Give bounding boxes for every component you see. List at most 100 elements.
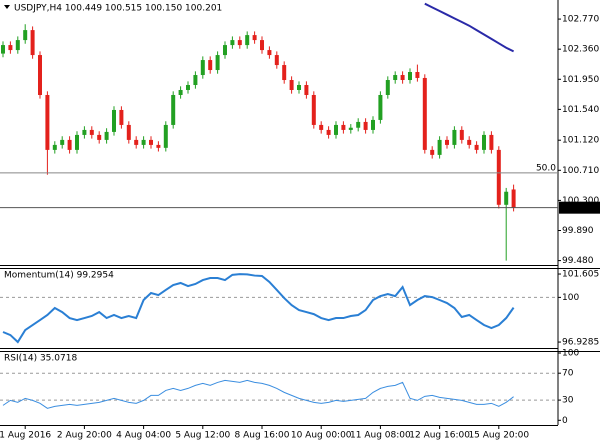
y-tick-label: 101.540: [562, 105, 599, 115]
candle-body: [371, 119, 375, 130]
candle-body: [452, 129, 457, 145]
candle-body: [393, 75, 398, 81]
candle-body: [134, 139, 139, 145]
y-tick-label: 100: [562, 349, 579, 359]
candle-body: [126, 124, 131, 140]
candle-body: [15, 40, 20, 51]
candle-body: [267, 50, 272, 56]
x-tick-label: 4 Aug 04:00: [116, 431, 171, 441]
indicator-title: RSI(14) 35.0718: [4, 354, 77, 364]
candle-body: [378, 94, 383, 120]
candle-body: [437, 139, 442, 155]
price-panel: [1, 2, 516, 261]
candle-body: [38, 55, 42, 95]
candle-body: [282, 65, 287, 81]
candle-body: [445, 139, 449, 145]
candle-body: [489, 134, 494, 150]
candle-body: [274, 55, 279, 66]
candle-body: [400, 75, 405, 81]
candle-body: [1, 45, 5, 54]
candle-body: [193, 75, 198, 86]
candle-body: [223, 45, 227, 56]
candle-body: [215, 55, 220, 71]
candle-body: [186, 85, 190, 90]
y-tick-label: 30: [562, 396, 574, 406]
candle-body: [348, 127, 353, 130]
candle-body: [23, 30, 28, 41]
candle-body: [171, 94, 176, 125]
menu-arrow: [4, 5, 10, 9]
y-tick-label: 70: [562, 369, 574, 379]
candle-body: [112, 109, 116, 132]
y-tick-label: 101.120: [562, 136, 599, 146]
y-tick-label: 99.480: [562, 256, 594, 266]
candle-body: [60, 139, 65, 145]
indicator-line: [2, 379, 514, 409]
x-tick-label: 10 Aug 00:00: [291, 431, 352, 441]
candle-body: [45, 94, 50, 150]
candle-body: [408, 72, 412, 81]
candle-body: [319, 124, 324, 130]
x-tick-label: 2 Aug 20:00: [57, 431, 112, 441]
y-tick-label: 100: [562, 293, 579, 303]
candle-body: [245, 35, 250, 46]
candle-body: [504, 191, 509, 205]
y-tick-label: 102.770: [562, 15, 599, 25]
candle-body: [30, 30, 35, 56]
candle-body: [119, 109, 124, 125]
chart-title: USDJPY,H4 100.449 100.515 100.150 100.20…: [14, 4, 222, 14]
candle-body: [385, 80, 390, 95]
candle-body: [141, 139, 146, 145]
candle-body: [8, 45, 13, 51]
moving-average: [424, 2, 515, 53]
x-tick-label: 12 Aug 16:00: [409, 431, 470, 441]
y-tick-label: 100.300: [562, 196, 599, 206]
candle-body: [178, 89, 183, 95]
candle-body: [363, 121, 368, 130]
candle-body: [260, 40, 264, 51]
last-price-box: [559, 201, 600, 214]
candle-body: [104, 131, 109, 140]
candle-body: [467, 139, 472, 145]
candle-body: [341, 124, 346, 130]
candle-body: [326, 129, 331, 135]
x-tick-label: 5 Aug 12:00: [175, 431, 230, 441]
candle-body: [415, 72, 420, 78]
candle-body: [200, 60, 205, 76]
candle-body: [297, 85, 301, 90]
candle-body: [89, 129, 94, 135]
x-tick-label: 11 Aug 08:00: [350, 431, 411, 441]
y-tick-label: 96.9285: [562, 338, 599, 348]
x-tick-label: 15 Aug 20:00: [468, 431, 529, 441]
candle-body: [496, 149, 501, 205]
x-tick-label: 1 Aug 2016: [0, 431, 51, 441]
indicator-line: [2, 273, 515, 344]
candle-body: [97, 134, 102, 140]
candle-body: [163, 124, 168, 148]
candle-body: [75, 134, 79, 150]
y-tick-label: 100.710: [562, 166, 599, 176]
indicator-title: Momentum(14) 99.2954: [4, 271, 114, 281]
y-tick-label: 99.890: [562, 226, 594, 236]
candle-body: [52, 144, 57, 150]
candle-body: [230, 40, 235, 46]
candle-body: [482, 134, 486, 150]
candle-body: [252, 35, 257, 41]
candle-body: [422, 77, 427, 150]
candle-body: [356, 121, 361, 128]
y-tick-label: 101.6057: [562, 270, 600, 280]
candle-body: [82, 129, 87, 135]
candle-body: [304, 85, 309, 95]
y-tick-label: 102.360: [562, 45, 599, 55]
candle-body: [208, 60, 213, 71]
candle-body: [311, 94, 316, 125]
candle-body: [67, 139, 72, 150]
candle-body: [237, 40, 242, 46]
candle-body: [289, 80, 294, 90]
candle-body: [149, 139, 153, 145]
candle-body: [459, 129, 464, 140]
level-label: 50.0: [536, 163, 556, 173]
candle-body: [474, 144, 479, 150]
